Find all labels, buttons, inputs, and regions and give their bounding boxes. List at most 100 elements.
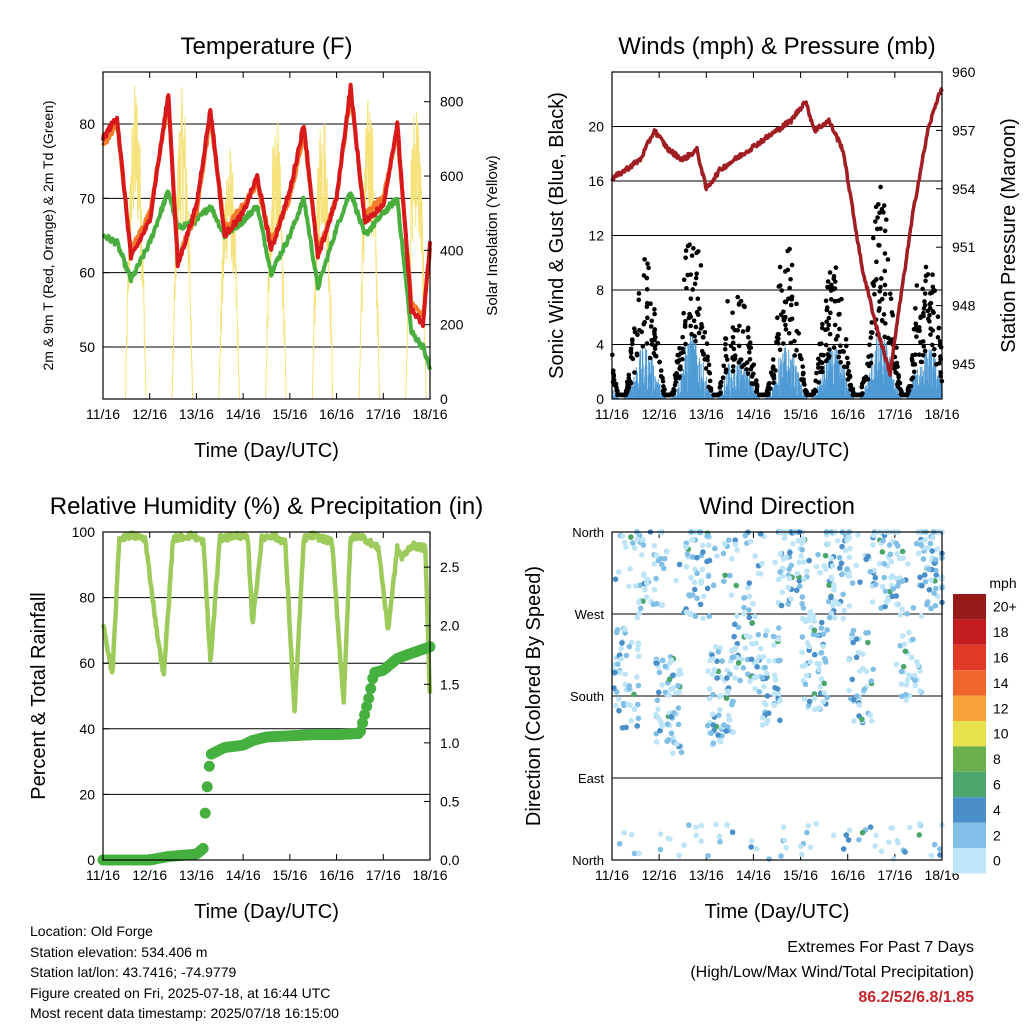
wind-direction-point [859, 829, 866, 836]
wind-direction-point [752, 685, 758, 692]
gust-point [896, 374, 901, 380]
gust-point [640, 343, 646, 349]
gust-point [915, 328, 920, 333]
wind-direction-point [675, 705, 682, 711]
wind-direction-point [694, 595, 700, 602]
wind-direction-point [699, 542, 706, 549]
wind-direction-point [778, 853, 784, 859]
gust-point [887, 291, 893, 297]
gust-point [877, 289, 883, 294]
wind-direction-point [905, 560, 911, 567]
y-tick-label: 60 [79, 265, 95, 281]
gust-point [882, 268, 888, 274]
wind-direction-point [822, 659, 829, 665]
y-right-tick-label: 800 [440, 94, 464, 110]
wind-direction-point [932, 556, 939, 563]
gust-point [751, 371, 756, 377]
gust-point [825, 352, 831, 357]
wind-direction-point [626, 643, 633, 650]
wind-direction-point [673, 577, 679, 584]
wind-direction-point [777, 697, 783, 704]
gust-point [794, 301, 799, 307]
gust-point [787, 285, 792, 291]
gust-point [685, 243, 691, 249]
wind-direction-point [710, 656, 716, 662]
wind-direction-point [820, 698, 827, 705]
gust-point [696, 330, 702, 336]
gust-point [705, 357, 710, 363]
gust-point [682, 324, 688, 329]
wind-direction-point [846, 827, 853, 833]
wind-direction-point [635, 641, 641, 648]
wind-direction-point [664, 738, 670, 745]
wind-direction-point [704, 722, 711, 729]
gust-point [723, 369, 729, 375]
wind-direction-point [698, 580, 704, 587]
gust-point [893, 370, 898, 375]
wind-direction-point [709, 711, 716, 718]
wind-direction-point [700, 549, 706, 555]
wind-direction-point [831, 586, 837, 593]
colorbar-label: 0 [993, 853, 1001, 869]
wind-direction-point [732, 646, 739, 652]
wind-direction-point [737, 677, 743, 684]
gust-point [770, 365, 776, 370]
gust-point [777, 264, 783, 270]
gust-point [632, 370, 637, 375]
gust-point [922, 291, 928, 296]
y-right-axis-label: Solar Insolation (Yellow) [484, 155, 501, 315]
gust-point [920, 286, 925, 292]
gust-point [728, 343, 734, 349]
wind-direction-point [802, 681, 809, 688]
wind-direction-point [826, 582, 832, 589]
wind-direction-point [620, 700, 627, 707]
wind-direction-point [770, 633, 777, 640]
gust-point [722, 346, 728, 352]
wind-direction-point [691, 586, 698, 593]
wind-direction-point [688, 610, 694, 617]
wind-direction-point [723, 728, 729, 734]
gust-point [713, 392, 719, 398]
wind-direction-point [771, 691, 777, 697]
wind-direction-point [688, 574, 694, 581]
wind-direction-point [893, 540, 900, 547]
wind-direction-point [820, 631, 827, 637]
wind-direction-point [799, 851, 805, 858]
wind-direction-point [759, 715, 766, 721]
wind-direction-point [771, 672, 778, 679]
wind-direction-point [894, 550, 900, 557]
gust-point [683, 255, 688, 261]
wind-direction-point [934, 593, 941, 600]
gust-point [800, 371, 806, 377]
wind-direction-point [897, 612, 904, 618]
gust-point [836, 354, 842, 360]
wind-direction-point [817, 569, 823, 576]
gust-point [688, 314, 694, 320]
y-right-tick-label: 954 [952, 181, 976, 197]
gust-point [688, 272, 694, 277]
wind-direction-point [746, 580, 753, 586]
gust-point [914, 334, 919, 339]
wind-direction-point [824, 694, 831, 701]
gust-point [641, 273, 647, 278]
wind-direction-point [870, 532, 877, 539]
gust-point [826, 347, 832, 352]
wind-direction-point [651, 586, 658, 593]
wind-direction-point [657, 727, 663, 734]
wind-direction-point [841, 607, 848, 614]
wind-direction-point [615, 661, 621, 667]
wind-direction-point [746, 614, 753, 621]
wind-direction-point [700, 615, 706, 622]
wind-direction-point [691, 579, 698, 586]
wind-direction-point [786, 566, 792, 572]
wind-direction-point [651, 542, 658, 549]
wind-direction-point [824, 627, 830, 633]
wind-direction-point [801, 559, 807, 565]
gust-point [744, 367, 749, 372]
gust-point [847, 373, 853, 379]
wind-direction-point [839, 543, 845, 550]
wind-direction-point [886, 839, 892, 845]
wind-direction-point [806, 557, 812, 564]
gust-point [896, 379, 901, 384]
